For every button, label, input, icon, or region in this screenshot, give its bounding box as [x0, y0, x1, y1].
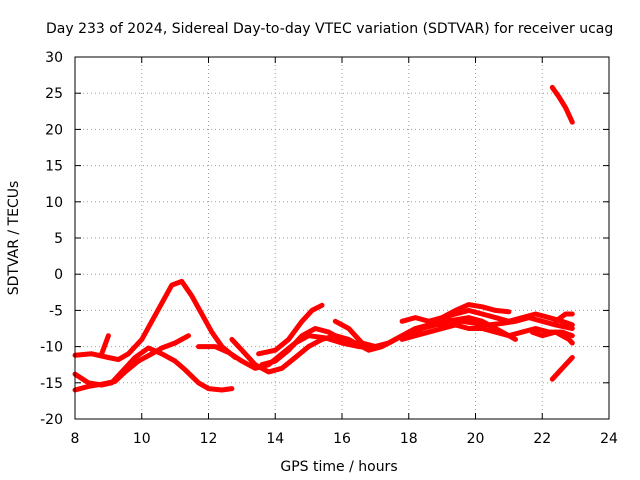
y-tick-label: -20 — [40, 412, 63, 428]
y-tick-label: 10 — [45, 195, 63, 211]
y-tick-label: 5 — [54, 231, 63, 247]
x-tick-label: 24 — [600, 431, 618, 447]
x-tick-label: 10 — [133, 431, 151, 447]
y-axis-label: SDTVAR / TECUs — [6, 181, 22, 296]
series-track-12 — [529, 329, 575, 346]
y-tick-label: 25 — [45, 86, 63, 102]
y-tick-label: -15 — [40, 376, 63, 392]
x-axis-label: GPS time / hours — [280, 459, 397, 475]
series-track-15 — [549, 84, 575, 125]
plot-border — [74, 56, 610, 420]
series-track-3 — [72, 345, 235, 393]
data-series — [72, 84, 575, 393]
grid — [75, 57, 609, 419]
y-tick-label: 0 — [54, 267, 63, 283]
y-tick-label: 20 — [45, 122, 63, 138]
y-tick-label: -5 — [49, 303, 63, 319]
y-axis-ticks: -20 -15 -10 -5 0 5 10 15 20 25 30 — [40, 50, 609, 428]
series-track-11 — [399, 322, 575, 342]
x-tick-label: 22 — [533, 431, 551, 447]
series-track-14 — [549, 355, 575, 382]
y-tick-label: 30 — [45, 50, 63, 66]
series-track-9 — [332, 302, 512, 350]
chart-title: Day 233 of 2024, Sidereal Day-to-day VTE… — [46, 21, 613, 37]
series-track-10 — [399, 307, 575, 328]
x-tick-label: 14 — [266, 431, 284, 447]
x-tick-label: 16 — [333, 431, 351, 447]
x-tick-label: 20 — [467, 431, 485, 447]
series-track-1 — [72, 278, 238, 363]
series-track-8 — [259, 315, 575, 368]
y-tick-label: -10 — [40, 340, 63, 356]
series-track-4 — [99, 333, 111, 357]
x-tick-label: 12 — [200, 431, 218, 447]
x-axis-ticks: 8 10 12 14 16 18 20 22 24 — [71, 57, 618, 447]
x-tick-label: 8 — [71, 431, 80, 447]
series-track-7 — [256, 302, 325, 357]
series-track-13 — [553, 311, 575, 324]
x-tick-label: 18 — [400, 431, 418, 447]
y-tick-label: 15 — [45, 159, 63, 175]
